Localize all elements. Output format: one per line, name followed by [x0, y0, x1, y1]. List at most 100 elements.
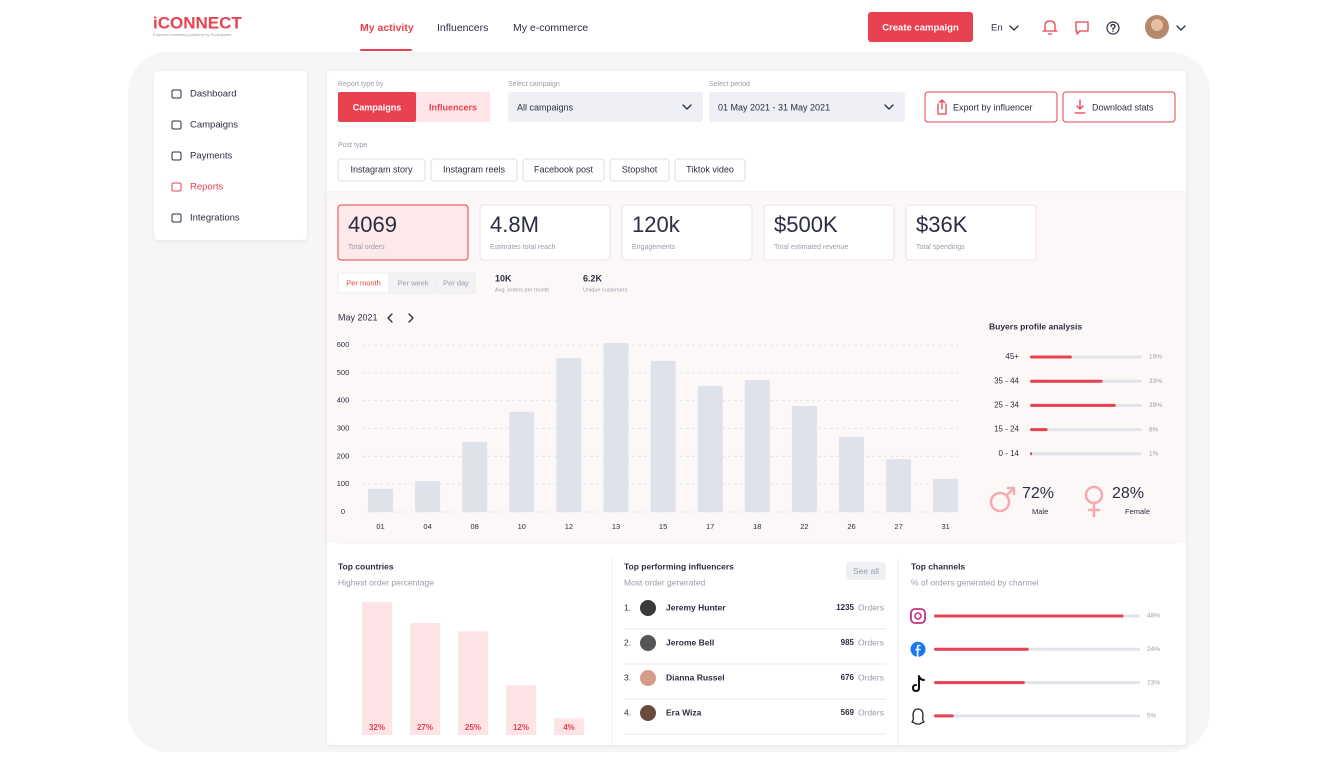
- section-subtitle: % of orders generated by channel: [911, 577, 1039, 587]
- toggle-active[interactable]: [338, 92, 416, 122]
- period-select[interactable]: [709, 92, 905, 122]
- stat-value: 10K: [495, 273, 512, 283]
- value-label: 33%: [1149, 378, 1162, 385]
- chevron-icon: [682, 104, 692, 110]
- post-type-chip[interactable]: [674, 158, 746, 182]
- orders-unit: Orders: [858, 602, 884, 612]
- chat-icon: [1075, 21, 1089, 35]
- sidebar-item[interactable]: Reports: [190, 182, 224, 193]
- kpi-label: Total orders: [348, 244, 385, 251]
- bar: [886, 459, 912, 512]
- age-label: 35 - 44: [994, 376, 1019, 385]
- toggle-label[interactable]: Campaigns: [353, 102, 402, 112]
- age-label: 15 - 24: [994, 425, 1019, 434]
- kpi-value: 120k: [632, 212, 681, 237]
- nav-link[interactable]: My activity: [360, 22, 414, 34]
- nav-link[interactable]: My e-commerce: [513, 22, 588, 34]
- post-type-chip[interactable]: [337, 158, 426, 182]
- bar: [791, 405, 817, 512]
- influencer-orders: 569: [841, 708, 855, 717]
- language-select[interactable]: En: [991, 23, 1003, 34]
- sidebar-item[interactable]: Integrations: [190, 213, 240, 224]
- kpi-value: 4069: [348, 212, 397, 237]
- influencer-name[interactable]: Dianna Russel: [666, 672, 725, 682]
- bar: [410, 622, 440, 735]
- age-label: 25 - 34: [994, 401, 1019, 410]
- campaign-select[interactable]: [508, 92, 703, 122]
- sidebar-icon: [171, 151, 182, 161]
- x-tick-label: 17: [706, 522, 714, 531]
- period-tab-label[interactable]: Per day: [443, 278, 469, 287]
- post-type-label[interactable]: Instagram story: [350, 164, 413, 174]
- post-type-chip[interactable]: [609, 158, 670, 182]
- y-tick-label: 0: [341, 507, 345, 516]
- toggle-inactive[interactable]: [416, 92, 490, 122]
- help-icon[interactable]: [1106, 21, 1120, 35]
- period-tab-label[interactable]: Per month: [346, 278, 381, 287]
- x-tick-label: 12: [565, 522, 573, 531]
- post-type-label[interactable]: Stopshot: [622, 164, 658, 174]
- export-icon: [937, 99, 947, 115]
- rank: 1.: [624, 602, 631, 612]
- period-tab[interactable]: [436, 272, 476, 294]
- create-campaign-label[interactable]: Create campaign: [882, 23, 959, 34]
- kpi-card[interactable]: [337, 204, 469, 261]
- kpi-card[interactable]: [763, 204, 895, 261]
- toggle-label[interactable]: Influencers: [429, 102, 477, 112]
- see-all-button[interactable]: [846, 562, 886, 580]
- post-type-chip[interactable]: [430, 158, 518, 182]
- section-title: Top performing influencers: [624, 561, 734, 571]
- value-label: 5%: [1147, 713, 1157, 720]
- export-label[interactable]: Export by influencer: [953, 102, 1033, 112]
- filter-label: Report type by: [338, 81, 384, 88]
- bar: [934, 614, 1124, 618]
- influencer-name[interactable]: Era Wiza: [666, 707, 702, 717]
- next-arrow: [408, 313, 414, 323]
- export-button[interactable]: [924, 91, 1058, 123]
- kpi-card[interactable]: [905, 204, 1037, 261]
- influencer-avatar: [640, 600, 656, 616]
- y-tick-label: 300: [337, 423, 350, 432]
- sidebar-icon: [171, 89, 182, 99]
- nav-underline: [360, 49, 412, 51]
- x-tick-label: 27: [894, 522, 902, 531]
- kpi-value: $500K: [774, 212, 838, 237]
- bar: [368, 488, 393, 512]
- post-type-label[interactable]: Facebook post: [534, 164, 594, 174]
- y-tick-label: 500: [337, 368, 350, 377]
- prev-arrow: [387, 313, 393, 323]
- sidebar-item[interactable]: Campaigns: [190, 120, 238, 131]
- bar: [1030, 379, 1103, 383]
- chevron-icon: [1176, 25, 1186, 31]
- influencer-name[interactable]: Jeremy Hunter: [666, 602, 726, 612]
- bar: [603, 343, 629, 512]
- y-tick-label: 600: [337, 340, 350, 349]
- influencer-name[interactable]: Jerome Bell: [666, 637, 714, 647]
- download-label[interactable]: Download stats: [1092, 102, 1154, 112]
- section-subtitle: Most order generated: [624, 577, 706, 587]
- section-title: Buyers profile analysis: [989, 321, 1082, 331]
- kpi-card[interactable]: [479, 204, 611, 261]
- bar: [934, 647, 1029, 651]
- bar: [462, 441, 488, 512]
- sidebar-item[interactable]: Payments: [190, 151, 232, 162]
- see-all-label[interactable]: See all: [853, 566, 879, 576]
- x-tick-label: 04: [423, 522, 431, 531]
- download-button[interactable]: [1062, 91, 1176, 123]
- create-campaign-button[interactable]: [868, 12, 973, 42]
- bar: [415, 481, 441, 512]
- bar: [506, 685, 536, 735]
- post-type-label[interactable]: Tiktok video: [686, 164, 734, 174]
- period-tab-label[interactable]: Per week: [397, 278, 429, 287]
- nav-link[interactable]: Influencers: [437, 22, 488, 34]
- bar-track: [934, 714, 1140, 718]
- section-subtitle: Highest order percentage: [338, 577, 434, 587]
- kpi-value: 4.8M: [490, 212, 539, 237]
- kpi-card[interactable]: [621, 204, 753, 261]
- post-type-chip[interactable]: [522, 158, 605, 182]
- stat-label: Unique customers: [583, 287, 628, 293]
- stat-value: 6.2K: [583, 273, 603, 283]
- stat-label: Avg. orders per month: [495, 287, 549, 293]
- sidebar-item[interactable]: Dashboard: [190, 89, 236, 100]
- post-type-label[interactable]: Instagram reels: [443, 164, 506, 174]
